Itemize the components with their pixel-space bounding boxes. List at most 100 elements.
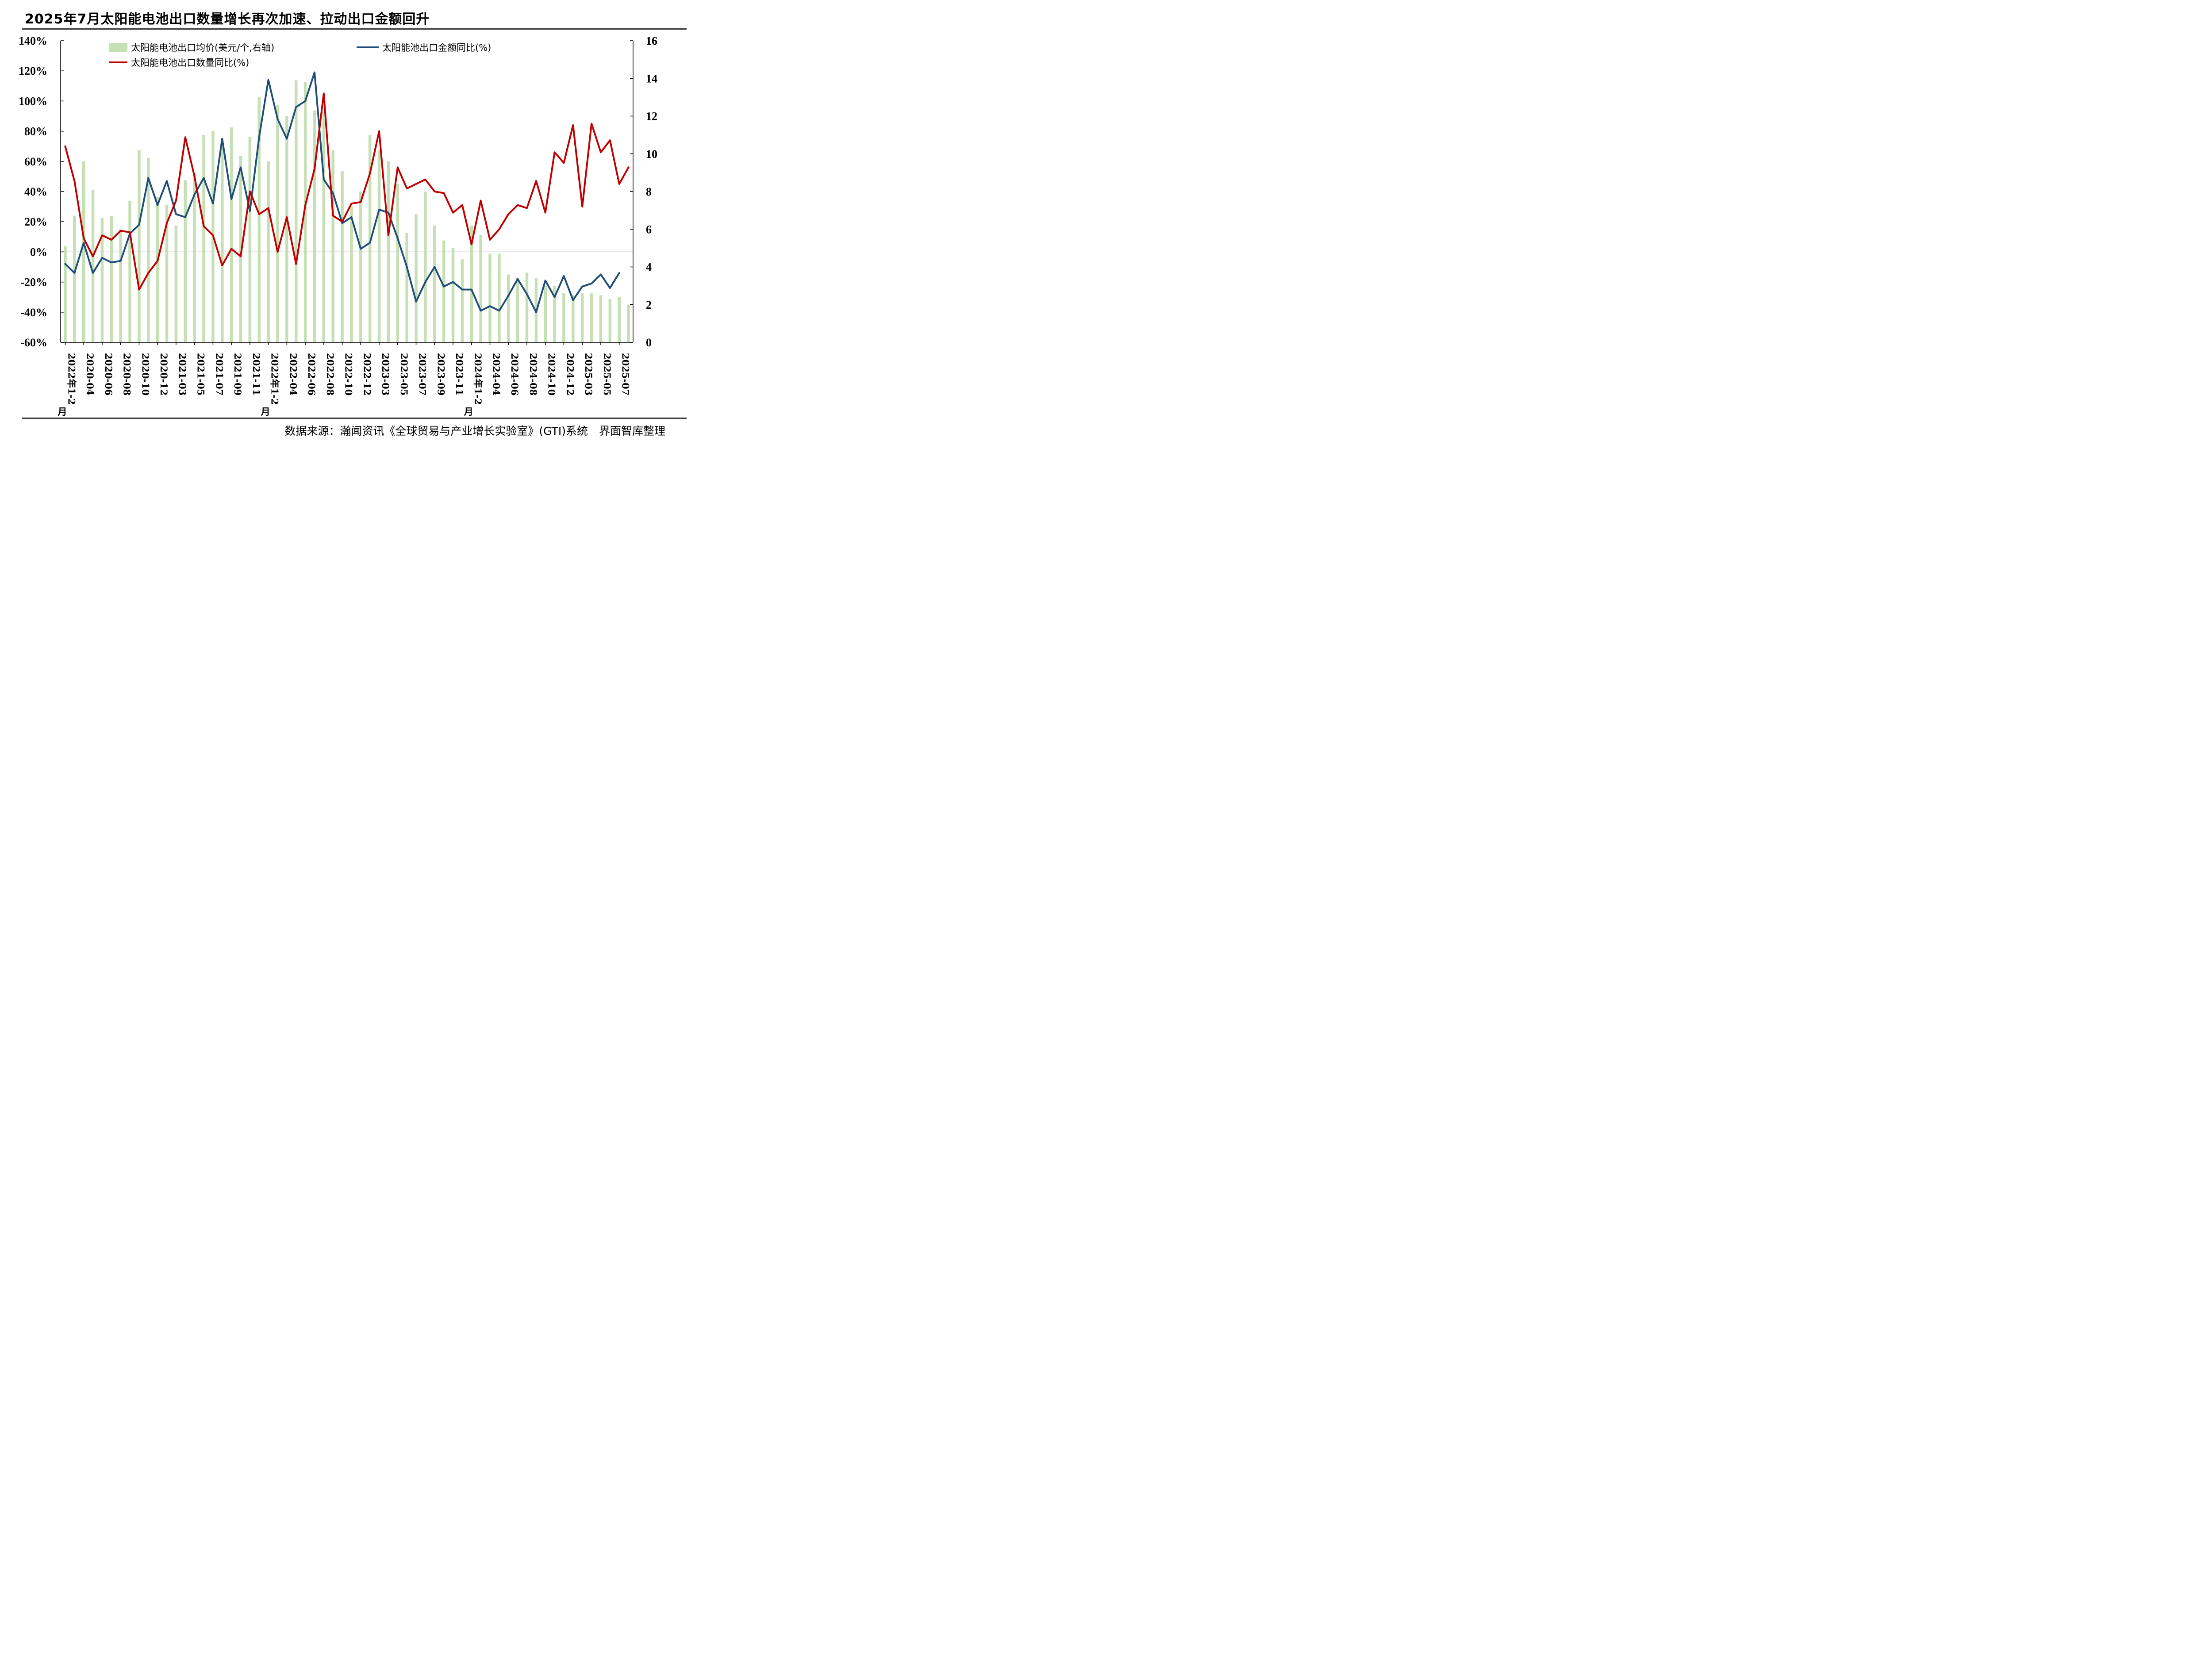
- y-right-tick-label: 8: [646, 185, 652, 198]
- bar-price-5: [110, 216, 113, 342]
- bar-price-44: [470, 225, 473, 342]
- bar-price-23: [276, 104, 279, 343]
- bar-price-57: [590, 293, 593, 342]
- line-export-value-yoy: [64, 71, 620, 313]
- lines-layer: [64, 71, 630, 313]
- y-left-tick-label: 140%: [19, 35, 47, 47]
- bar-price-4: [100, 218, 104, 342]
- bar-price-53: [553, 286, 556, 342]
- bar-price-31: [350, 207, 353, 342]
- x-tick-label-month: 月: [261, 406, 270, 417]
- bar-price-1: [73, 216, 76, 342]
- x-tick-label: 2022-06: [306, 353, 317, 395]
- bar-price-25: [294, 80, 298, 342]
- x-tick-label: 2023-03: [380, 353, 391, 395]
- source-note: 数据来源：瀚闻资讯《全球贸易与产业增长实验室》(GTI)系统 界面智库整理: [284, 425, 665, 437]
- bar-price-47: [498, 253, 501, 342]
- bar-price-36: [396, 184, 399, 342]
- bar-price-40: [433, 225, 436, 342]
- x-tick-label: 2024-04: [491, 353, 502, 395]
- bar-price-37: [405, 233, 408, 342]
- chart: 140% 120% 100% 80% 60% 40% 20% 0% -20% -40% -60% 16…: [19, 35, 657, 417]
- x-tick-label: 2020-12: [158, 353, 169, 395]
- y-left-tick-label: 100%: [19, 95, 47, 107]
- x-tick-label: 2024-06: [509, 353, 520, 395]
- y-right-tick-label: 2: [646, 299, 652, 311]
- bar-price-11: [165, 204, 169, 342]
- y-right-tick-label: 12: [646, 110, 657, 123]
- x-tick-label: 2023-09: [435, 353, 446, 395]
- bar-price-0: [64, 246, 67, 342]
- bar-price-61: [627, 304, 630, 342]
- x-tick-label: 2023-05: [399, 353, 410, 395]
- bars-layer: [64, 80, 630, 343]
- bar-price-49: [516, 278, 519, 342]
- bar-price-28: [322, 112, 326, 343]
- bar-price-15: [202, 135, 205, 342]
- bar-price-39: [424, 192, 427, 342]
- title-divider: [22, 28, 687, 30]
- x-tick-label: 2022-10: [343, 353, 354, 395]
- x-tick-label: 2021-09: [232, 353, 243, 395]
- bar-price-19: [239, 156, 242, 342]
- footer-divider: [22, 418, 687, 419]
- x-tick-label: 2022年1-2: [269, 353, 280, 405]
- bar-price-29: [331, 150, 334, 342]
- bar-price-59: [608, 299, 612, 342]
- x-tick-label: 2020-06: [103, 353, 114, 395]
- bar-price-32: [359, 192, 362, 342]
- x-tick-label-month: 月: [464, 406, 473, 417]
- x-tick-label: 2021-03: [177, 353, 188, 395]
- bar-price-43: [461, 259, 464, 342]
- x-tick-label: 2022年1-2: [66, 353, 77, 405]
- bar-price-9: [147, 157, 150, 342]
- y-right-tick-label: 16: [646, 35, 657, 47]
- chart-title: 2025年7月太阳能电池出口数量增长再次加速、拉动出口金额回升: [25, 12, 430, 27]
- x-tick-label: 2022-08: [325, 353, 336, 395]
- legend-label-value: 太阳能池出口金额同比(%): [382, 42, 491, 53]
- bar-price-41: [442, 240, 445, 342]
- bar-price-17: [220, 144, 224, 342]
- x-tick-label: 2024-08: [528, 353, 539, 395]
- y-left-tick-label: 80%: [24, 125, 47, 138]
- ticks-layer: 140% 120% 100% 80% 60% 40% 20% 0% -20% -40% -60% 16…: [19, 35, 657, 417]
- y-right-tick-label: 0: [646, 336, 652, 349]
- bar-price-60: [618, 297, 621, 342]
- y-left-tick-label: 40%: [24, 185, 47, 198]
- bar-price-14: [193, 173, 196, 342]
- y-left-tick-label: 60%: [24, 155, 47, 168]
- legend: 太阳能电池出口均价(美元/个,右轴) 太阳能池出口金额同比(%) 太阳能电池出口…: [109, 42, 491, 68]
- bar-price-18: [230, 127, 233, 342]
- bar-price-55: [572, 295, 575, 342]
- bar-price-3: [91, 189, 95, 342]
- y-right-tick-label: 6: [646, 223, 652, 236]
- bar-price-21: [257, 97, 261, 342]
- y-right-tick-label: 14: [646, 72, 657, 85]
- bar-price-6: [119, 229, 122, 342]
- bar-price-38: [415, 214, 418, 342]
- x-tick-label: 2021-11: [251, 353, 262, 395]
- x-tick-label: 2020-08: [122, 353, 133, 395]
- bar-price-34: [377, 150, 381, 342]
- bar-price-20: [248, 137, 252, 342]
- y-left-tick-label: -60%: [20, 336, 47, 349]
- y-left-tick-label: 0%: [30, 245, 47, 258]
- bar-price-42: [451, 248, 455, 342]
- y-right-tick-label: 10: [646, 148, 657, 161]
- bar-price-54: [562, 293, 565, 342]
- y-left-tick-label: 20%: [24, 215, 47, 228]
- bar-price-56: [580, 293, 584, 342]
- bar-price-46: [488, 253, 492, 342]
- bar-price-10: [156, 197, 159, 342]
- x-tick-label: 2023-07: [417, 353, 428, 395]
- line-export-quantity-yoy: [64, 92, 630, 291]
- bar-price-30: [341, 171, 344, 342]
- bar-price-7: [128, 201, 131, 342]
- x-tick-label: 2021-07: [214, 353, 225, 395]
- bar-price-45: [479, 235, 482, 342]
- x-tick-label-month: 月: [57, 406, 67, 417]
- x-tick-label: 2022-12: [361, 353, 373, 395]
- y-right-tick-label: 4: [646, 261, 652, 274]
- x-tick-label: 2024-10: [546, 353, 557, 395]
- x-tick-label: 2025-05: [602, 353, 613, 395]
